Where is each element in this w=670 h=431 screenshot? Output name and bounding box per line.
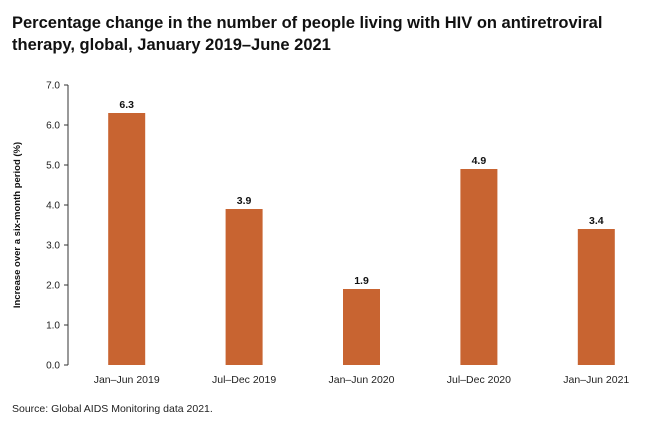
y-tick-label: 5.0 <box>46 161 60 172</box>
data-labels: 6.3 3.9 1.9 4.9 3.4 <box>119 99 603 287</box>
x-tick-label: Jan–Jun 2021 <box>563 374 629 386</box>
bar <box>108 113 146 365</box>
x-tick-label: Jan–Jun 2019 <box>94 374 160 386</box>
bar <box>577 229 615 365</box>
x-axis-ticks: Jan–Jun 2019 Jul–Dec 2019 Jan–Jun 2020 Jul–… <box>94 374 630 386</box>
y-tick-label: 4.0 <box>46 201 60 212</box>
data-label: 3.9 <box>237 195 252 207</box>
data-label: 6.3 <box>119 99 134 111</box>
bars <box>108 113 615 365</box>
source-note: Source: Global AIDS Monitoring data 2021… <box>12 403 213 415</box>
data-label: 1.9 <box>354 275 369 287</box>
y-axis-label: Increase over a six-month period (%) <box>12 142 23 308</box>
data-label: 4.9 <box>472 155 487 167</box>
x-tick-label: Jul–Dec 2020 <box>447 374 511 386</box>
y-tick-label: 1.0 <box>46 321 60 332</box>
y-axis-ticks: 0.0 1.0 2.0 3.0 4.0 5.0 6.0 7.0 <box>46 81 68 372</box>
x-tick-label: Jan–Jun 2020 <box>329 374 395 386</box>
y-tick-label: 3.0 <box>46 241 60 252</box>
y-tick-label: 7.0 <box>46 81 60 92</box>
x-tick-label: Jul–Dec 2019 <box>212 374 276 386</box>
y-tick-label: 0.0 <box>46 361 60 372</box>
bar <box>225 209 263 365</box>
chart-title: Percentage change in the number of peopl… <box>12 14 603 54</box>
data-label: 3.4 <box>589 215 604 227</box>
bar <box>343 289 380 365</box>
y-tick-label: 6.0 <box>46 121 60 132</box>
bar <box>460 169 498 365</box>
y-tick-label: 2.0 <box>46 281 60 292</box>
